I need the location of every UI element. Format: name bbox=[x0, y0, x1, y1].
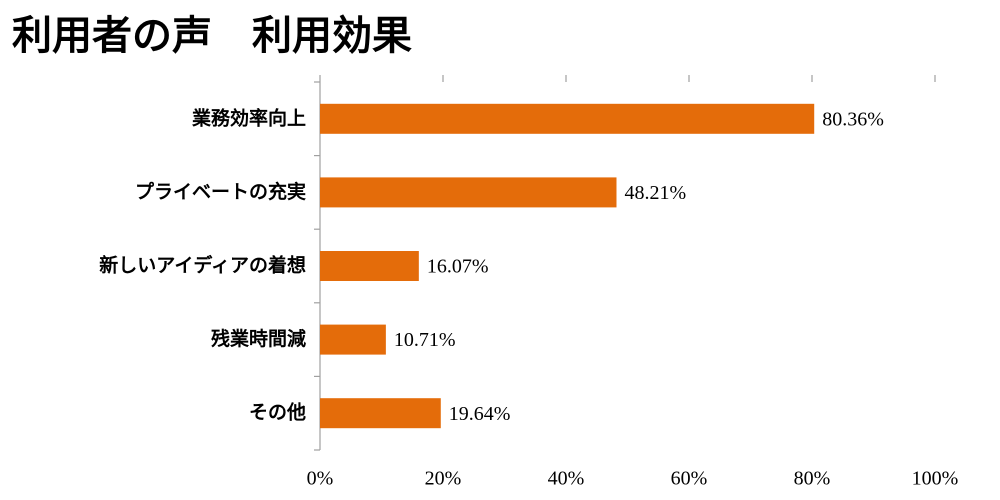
x-tick-label: 100% bbox=[912, 468, 959, 490]
value-label: 10.71% bbox=[394, 329, 456, 351]
bar bbox=[320, 177, 617, 208]
x-tick-label: 40% bbox=[548, 468, 585, 490]
x-tick-label: 80% bbox=[794, 468, 831, 490]
value-label: 48.21% bbox=[624, 182, 686, 204]
y-tick-label: 新しいアイディアの着想 bbox=[99, 254, 306, 277]
bar bbox=[320, 398, 441, 429]
y-tick-label: その他 bbox=[249, 401, 306, 424]
bar bbox=[320, 251, 419, 281]
chart-title: 利用者の声 利用効果 bbox=[12, 13, 412, 59]
bar bbox=[320, 324, 386, 355]
y-tick-label: プライベートの充実 bbox=[135, 180, 306, 203]
y-tick-label: 残業時間減 bbox=[211, 327, 306, 350]
value-label: 16.07% bbox=[427, 256, 489, 278]
x-tick-label: 20% bbox=[425, 468, 462, 490]
x-tick-label: 0% bbox=[307, 468, 334, 490]
x-tick-label: 60% bbox=[671, 468, 708, 490]
bar bbox=[320, 103, 815, 134]
value-label: 80.36% bbox=[822, 108, 884, 130]
value-label: 19.64% bbox=[449, 403, 511, 425]
y-tick-label: 業務効率向上 bbox=[191, 106, 306, 129]
